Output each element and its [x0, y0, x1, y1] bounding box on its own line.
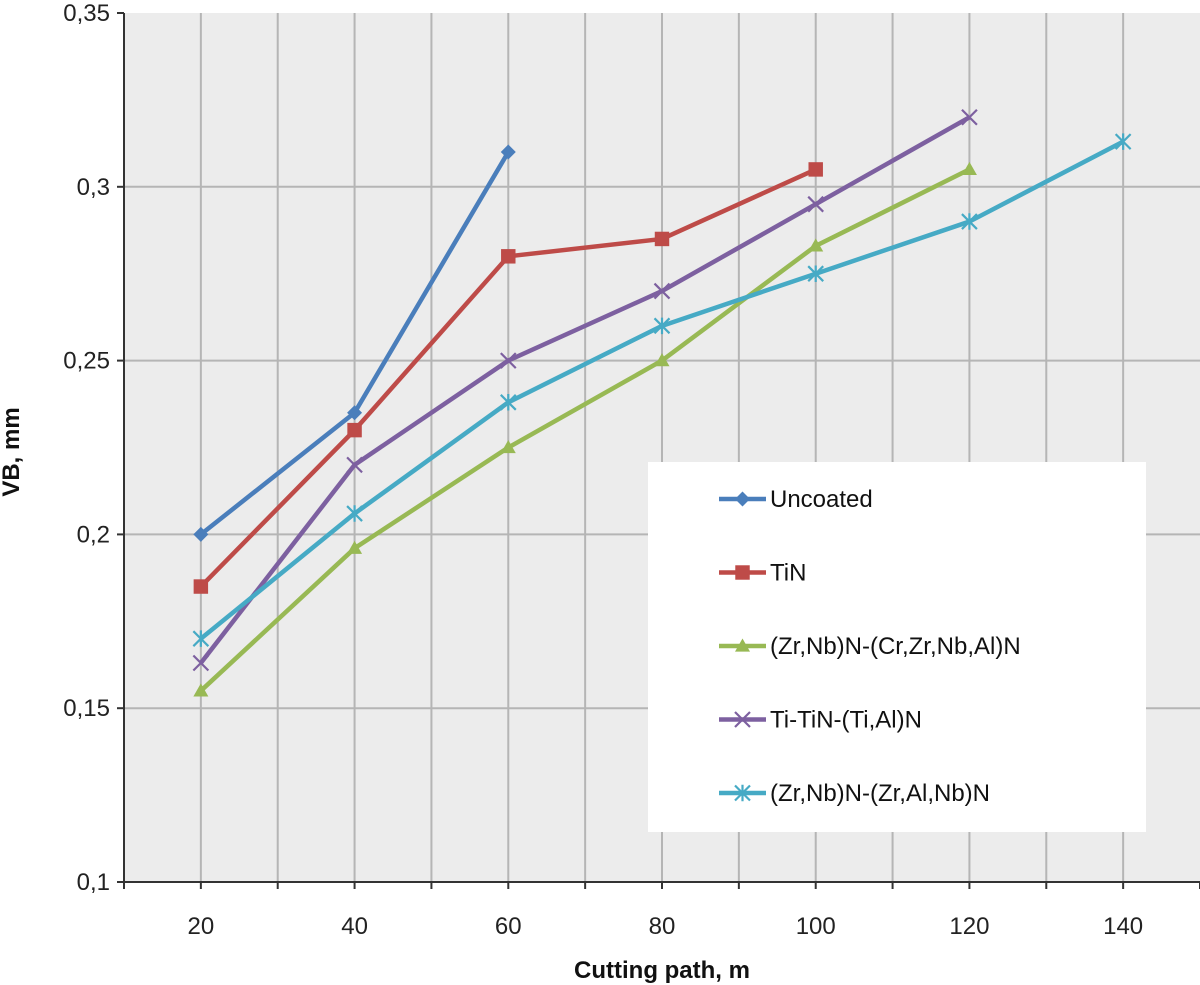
data-point: [347, 540, 363, 554]
data-point: [1114, 133, 1132, 150]
y-tick-label: 0,1: [77, 869, 110, 896]
y-tick-label: 0,35: [63, 0, 110, 27]
legend-label: (Zr,Nb)N-(Zr,Al,Nb)N: [770, 780, 990, 807]
legend-item: (Zr,Nb)N-(Cr,Zr,Nb,Al)N: [719, 633, 1021, 660]
legend-item: TiN: [719, 560, 806, 587]
series-4: [192, 133, 1132, 647]
series-3: [192, 109, 978, 672]
data-point: [500, 144, 516, 160]
data-point: [347, 405, 363, 421]
data-point: [735, 491, 750, 507]
x-tick-label: 80: [649, 913, 676, 940]
data-point: [961, 161, 977, 176]
x-tick-label: 20: [188, 913, 215, 940]
data-point: [501, 249, 516, 264]
axes: [117, 12, 1200, 889]
y-tick-label: 0,2: [77, 521, 110, 548]
data-point: [808, 162, 823, 177]
y-axis-title: VB, mm: [0, 407, 25, 496]
x-tick-label: 40: [341, 913, 368, 940]
series-0: [193, 144, 516, 542]
data-point: [807, 195, 824, 213]
data-point: [500, 440, 516, 454]
data-point: [346, 456, 363, 474]
x-tick-label: 140: [1103, 913, 1143, 940]
y-tick-label: 0,25: [63, 348, 110, 375]
data-point: [735, 638, 750, 652]
legend-item: (Zr,Nb)N-(Zr,Al,Nb)N: [719, 780, 990, 807]
data-point: [734, 784, 751, 802]
x-tick-label: 60: [495, 913, 522, 940]
data-point: [192, 654, 210, 672]
data-point: [193, 526, 209, 542]
data-point: [735, 565, 750, 580]
data-point: [192, 630, 210, 647]
data-point: [193, 579, 209, 594]
legend-label: Ti-TiN-(Ti,Al)N: [770, 707, 922, 734]
data-point: [961, 213, 978, 230]
x-axis-title: Cutting path, m: [574, 957, 750, 984]
data-point: [654, 231, 670, 247]
legend-label: TiN: [770, 560, 806, 587]
data-point: [347, 422, 362, 438]
data-point: [961, 109, 978, 126]
series-1: [193, 162, 823, 594]
data-point: [654, 353, 670, 367]
legend: Uncoated TiN (Zr,Nb)N-(Cr,Zr,Nb,Al)N Ti-TiN…: [648, 462, 1146, 832]
data-point: [193, 683, 209, 697]
legend-label: Uncoated: [770, 486, 873, 513]
tick-labels: 0,1 0,15 0,2 0,25 0,3 0,35 20 40 60 80 100 120 140: [63, 0, 1143, 940]
data-point: [653, 317, 671, 335]
data-point: [500, 394, 517, 411]
x-tick-label: 120: [949, 913, 989, 940]
legend-item: Ti-TiN-(Ti,Al)N: [719, 707, 922, 734]
y-tick-label: 0,15: [63, 695, 110, 722]
data-point: [653, 282, 671, 300]
data-point: [500, 352, 517, 369]
data-point: [808, 238, 824, 252]
series-line: [199, 115, 971, 665]
series-2: [193, 161, 977, 697]
data-point: [734, 711, 751, 728]
series-line: [199, 167, 971, 693]
data-point: [807, 265, 824, 282]
y-tick-label: 0,3: [77, 174, 110, 201]
x-tick-label: 100: [796, 913, 836, 940]
series-layer: [192, 109, 1132, 697]
data-point: [346, 505, 363, 522]
legend-item: Uncoated: [719, 486, 873, 513]
legend-label: (Zr,Nb)N-(Cr,Zr,Nb,Al)N: [770, 633, 1021, 660]
